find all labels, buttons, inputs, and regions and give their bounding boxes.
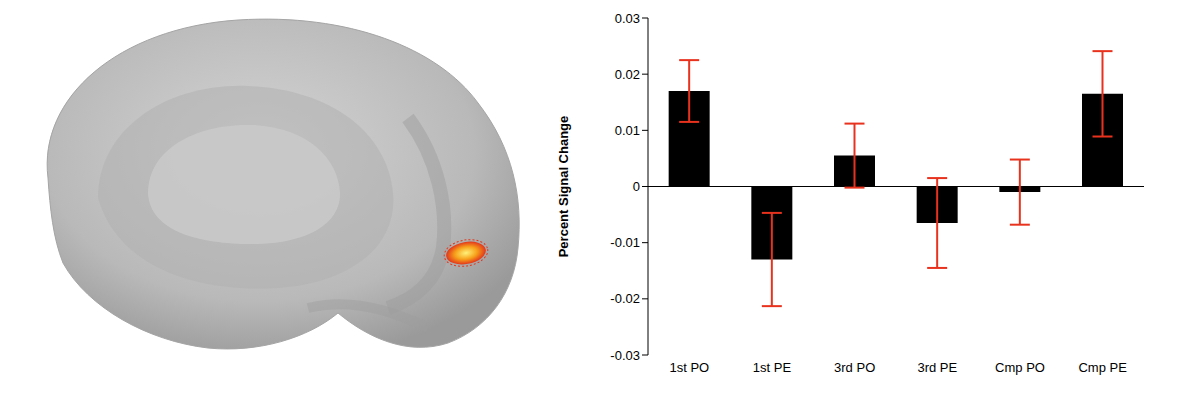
svg-text:1st PO: 1st PO: [669, 360, 709, 375]
svg-text:Percent Signal Change: Percent Signal Change: [556, 116, 571, 258]
svg-text:0: 0: [633, 179, 640, 194]
svg-text:3rd PO: 3rd PO: [834, 360, 875, 375]
svg-text:0.01: 0.01: [615, 123, 640, 138]
svg-text:Cmp PO: Cmp PO: [995, 360, 1045, 375]
svg-text:-0.01: -0.01: [610, 235, 640, 250]
svg-text:-0.02: -0.02: [610, 291, 640, 306]
svg-text:Cmp PE: Cmp PE: [1078, 360, 1127, 375]
svg-text:1st PE: 1st PE: [753, 360, 792, 375]
svg-text:0.03: 0.03: [615, 11, 640, 26]
svg-text:-0.03: -0.03: [610, 348, 640, 363]
svg-text:3rd PE: 3rd PE: [917, 360, 957, 375]
svg-text:0.02: 0.02: [615, 67, 640, 82]
